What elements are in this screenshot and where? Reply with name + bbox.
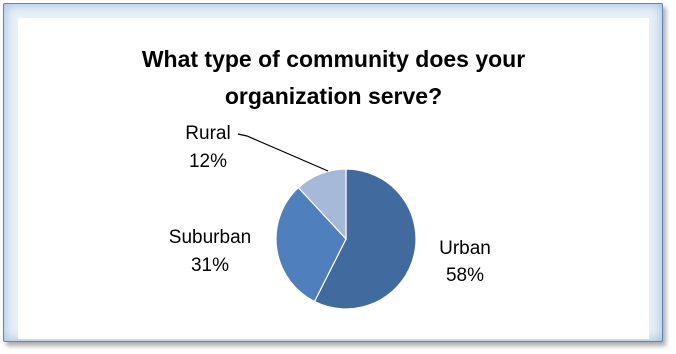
plot-area: What type of community does your organiz… xyxy=(18,18,649,339)
pie-slice-rural xyxy=(297,168,347,241)
chart-frame: What type of community does your organiz… xyxy=(3,3,663,342)
chart-title-line-2: organization serve? xyxy=(224,83,443,109)
slice-label-suburban: Suburban xyxy=(169,227,251,248)
slice-value-urban: 58% xyxy=(446,265,484,286)
pie-slice-urban xyxy=(313,168,417,310)
pie-chart: Urban 58% Suburban 31% Rural 12% xyxy=(169,123,491,310)
slice-value-suburban: 31% xyxy=(191,255,229,276)
slice-label-rural: Rural xyxy=(185,123,230,144)
slice-label-urban: Urban xyxy=(439,238,491,259)
chart-title-line-1: What type of community does your xyxy=(141,46,526,72)
leader-line-rural xyxy=(237,133,329,172)
pie-slice-suburban xyxy=(275,186,347,303)
chart-title: What type of community does your organiz… xyxy=(18,41,649,115)
slice-value-rural: 12% xyxy=(189,151,227,172)
